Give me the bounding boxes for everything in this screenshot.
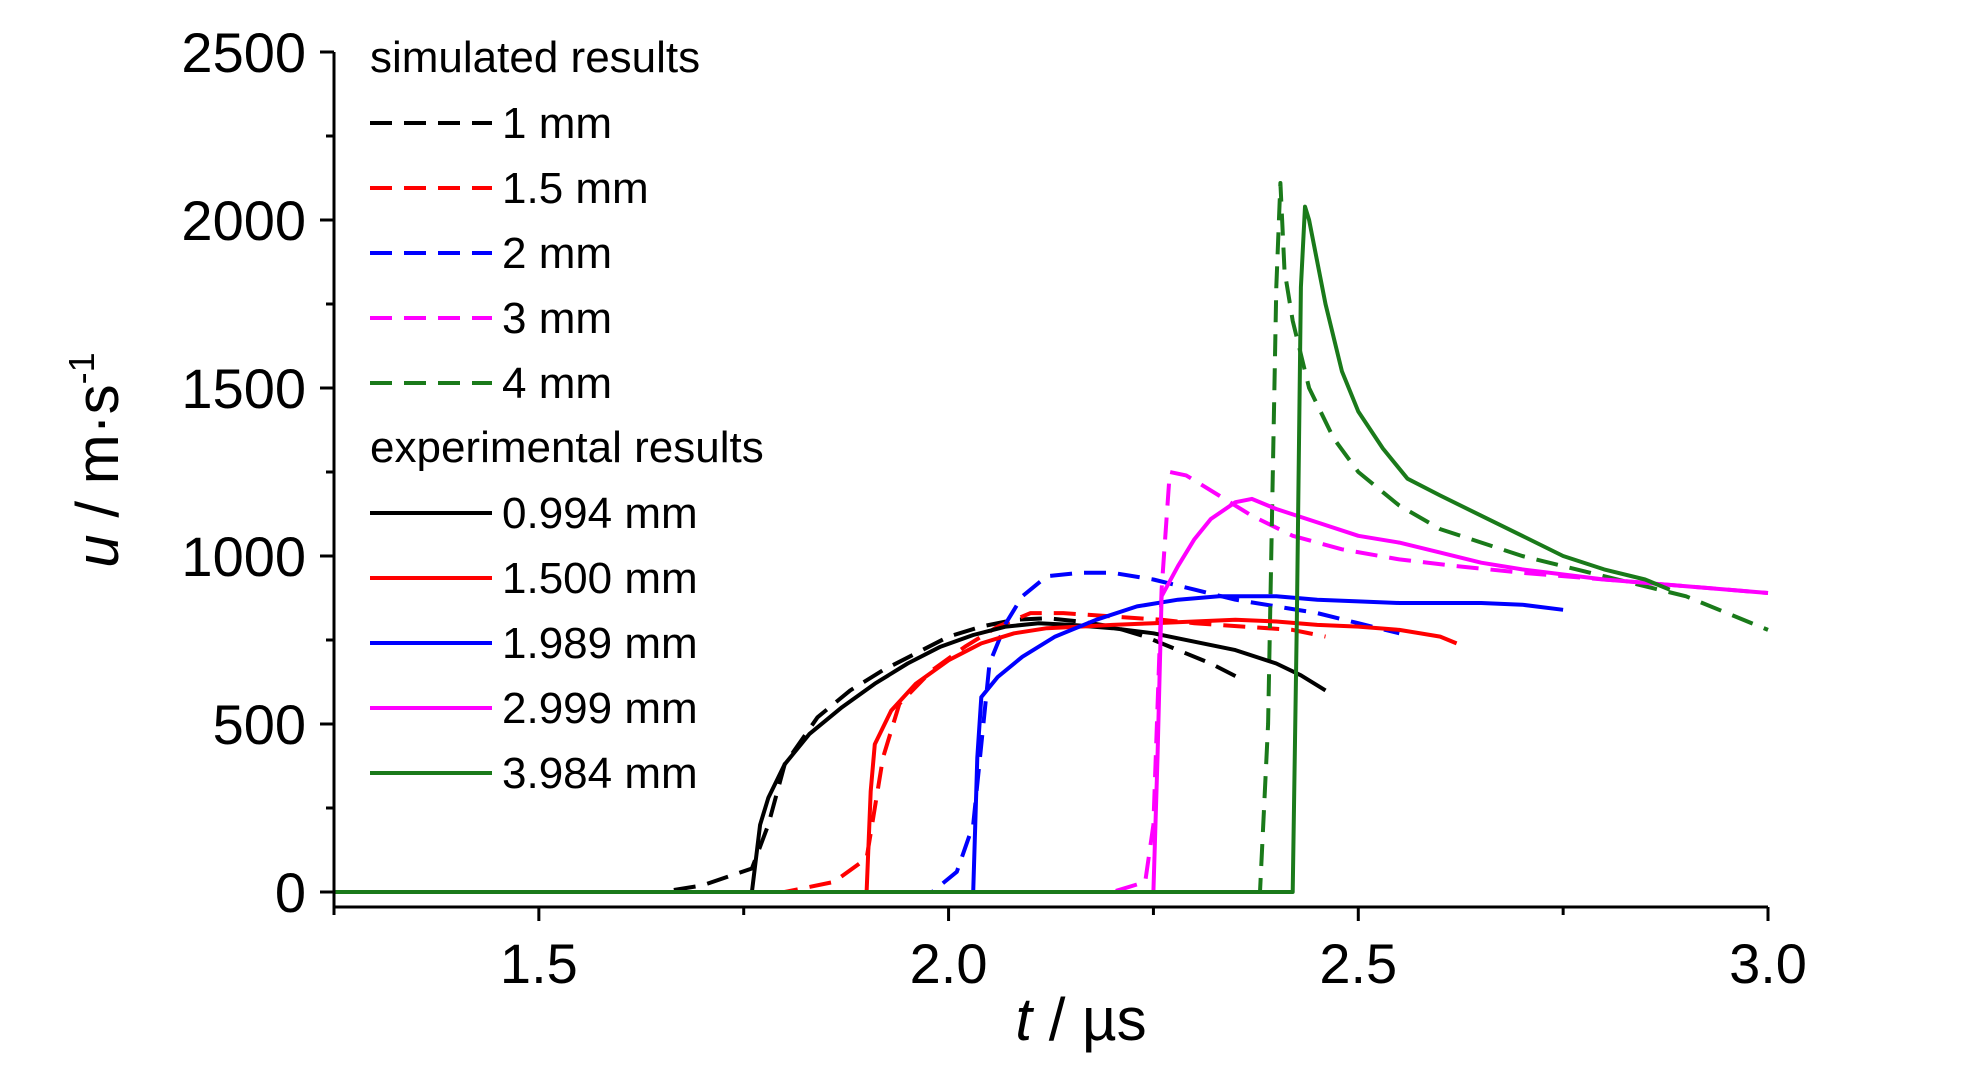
series-line-2-mm: [334, 570, 1400, 894]
y-tick-label: 2500: [181, 21, 306, 84]
legend-label: 3.984 mm: [502, 749, 698, 798]
series-line-1-5-mm: [334, 611, 1326, 894]
y-tick-label: 2000: [181, 189, 306, 252]
axes-layer: 1.5 2.0 2.5 3.0 0 500 1000 1500 2000 2500 t / µs u …: [61, 21, 1807, 1053]
legend-label: 0.994 mm: [502, 489, 698, 538]
legend-group-header: simulated results: [370, 33, 700, 82]
legend-label: 2.999 mm: [502, 684, 698, 733]
x-tick-label: 1.5: [500, 932, 578, 995]
legend-label: 3 mm: [502, 294, 612, 343]
y-axis-unit: / m·s: [64, 384, 131, 534]
x-axis-title: t / µs: [1015, 986, 1146, 1053]
series-line-1-989-mm: [334, 594, 1564, 894]
y-tick-label: 0: [275, 861, 306, 924]
x-axis-variable: t: [1015, 986, 1034, 1053]
legend: simulated results 1 mm 1.5 mm 2 mm 3 mm 4 mm e…: [370, 33, 764, 798]
legend-label: 4 mm: [502, 359, 612, 408]
legend-label: 1.5 mm: [502, 164, 649, 213]
y-tick-label: 500: [213, 693, 306, 756]
legend-label: 1 mm: [502, 99, 612, 148]
legend-group-header: experimental results: [370, 423, 764, 472]
legend-label: 1.989 mm: [502, 619, 698, 668]
y-axis-unit-exponent: -1: [61, 352, 102, 384]
x-tick-label: 2.0: [910, 932, 988, 995]
y-axis-variable: u: [64, 534, 131, 567]
y-axis-title: u / m·s-1: [61, 352, 131, 567]
x-tick-label: 2.5: [1319, 932, 1397, 995]
series-line-0-994-mm: [334, 621, 1327, 894]
series-line-3-mm: [334, 470, 1769, 894]
y-tick-label: 1500: [181, 357, 306, 420]
y-tick-label: 1000: [181, 525, 306, 588]
series-line-3-984-mm: [334, 204, 1671, 894]
x-tick-label: 3.0: [1729, 932, 1807, 995]
legend-label: 2 mm: [502, 229, 612, 278]
series-layer: [334, 181, 1769, 894]
series-line-2-999-mm: [334, 496, 1769, 894]
x-axis-unit: / µs: [1032, 986, 1147, 1053]
series-line-1-mm: [334, 616, 1245, 894]
legend-label: 1.500 mm: [502, 554, 698, 603]
